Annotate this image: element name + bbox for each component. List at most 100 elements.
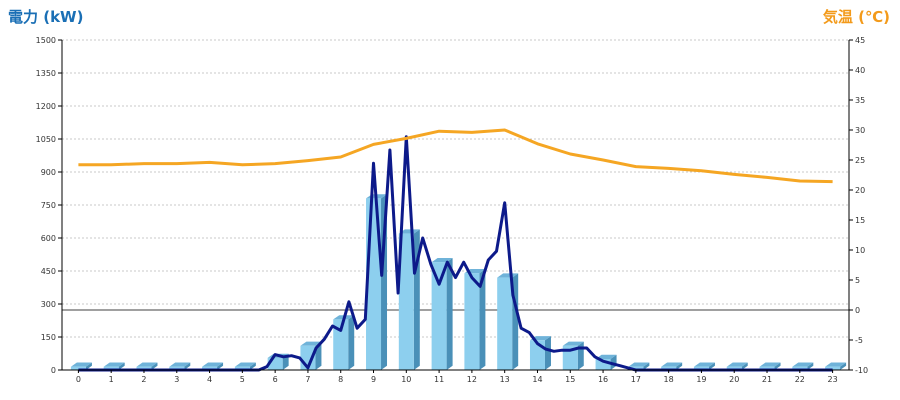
right-tick-label: 20 bbox=[855, 186, 865, 195]
x-tick-label: 5 bbox=[240, 375, 245, 384]
bar bbox=[595, 359, 611, 370]
left-tick-label: 300 bbox=[41, 300, 56, 309]
bar bbox=[398, 233, 414, 370]
bar-top bbox=[759, 362, 781, 367]
bar-top bbox=[202, 362, 224, 367]
bar-top bbox=[562, 341, 584, 346]
bar-top bbox=[234, 362, 256, 367]
bar-top bbox=[103, 362, 125, 367]
right-axis-title: 気温 (℃) bbox=[822, 8, 890, 26]
bar bbox=[202, 366, 218, 370]
bar bbox=[333, 319, 349, 370]
right-tick-label: 40 bbox=[855, 66, 865, 75]
bar bbox=[628, 366, 644, 370]
left-tick-label: 1050 bbox=[36, 135, 56, 144]
x-tick-label: 23 bbox=[828, 375, 838, 384]
bar-top bbox=[595, 354, 617, 359]
bar-side bbox=[544, 336, 551, 370]
bar-side bbox=[151, 362, 158, 370]
left-tick-label: 750 bbox=[41, 201, 56, 210]
bar-side bbox=[610, 354, 617, 370]
bar-side bbox=[85, 362, 92, 370]
bar bbox=[825, 366, 841, 370]
bar-top bbox=[398, 229, 420, 234]
bar-top bbox=[825, 362, 847, 367]
bar-top bbox=[70, 362, 92, 367]
bar-top bbox=[661, 362, 683, 367]
right-tick-label: 35 bbox=[855, 96, 865, 105]
left-tick-label: 1350 bbox=[36, 69, 56, 78]
x-tick-label: 16 bbox=[598, 375, 608, 384]
bar-side bbox=[217, 362, 224, 370]
x-tick-label: 19 bbox=[696, 375, 706, 384]
right-tick-label: 0 bbox=[855, 306, 860, 315]
x-tick-label: 17 bbox=[631, 375, 641, 384]
bar bbox=[464, 273, 480, 370]
bar-side bbox=[118, 362, 125, 370]
power-line bbox=[78, 135, 833, 372]
bar-side bbox=[577, 341, 584, 370]
grid-layer bbox=[62, 39, 849, 338]
bar-top bbox=[792, 362, 814, 367]
x-tick-label: 18 bbox=[664, 375, 674, 384]
bar-side bbox=[643, 362, 650, 370]
bar-side bbox=[479, 269, 486, 370]
bar bbox=[562, 345, 578, 370]
temperature-line bbox=[78, 128, 833, 184]
left-tick-label: 0 bbox=[51, 366, 56, 375]
bar-top bbox=[136, 362, 158, 367]
bar bbox=[792, 366, 808, 370]
bar-side bbox=[708, 362, 715, 370]
bar-top bbox=[628, 362, 650, 367]
x-tick-label: 4 bbox=[207, 375, 212, 384]
right-tick-label: 10 bbox=[855, 246, 865, 255]
right-tick-label: -5 bbox=[855, 336, 863, 345]
x-tick-label: 10 bbox=[401, 375, 411, 384]
right-tick-label: 45 bbox=[855, 36, 865, 45]
x-tick-label: 1 bbox=[109, 375, 114, 384]
left-tick-label: 1200 bbox=[36, 102, 56, 111]
x-tick-label: 8 bbox=[338, 375, 343, 384]
left-tick-label: 900 bbox=[41, 168, 56, 177]
right-tick-label: 5 bbox=[855, 276, 860, 285]
bar bbox=[103, 366, 119, 370]
left-axis-title: 電力 (kW) bbox=[8, 8, 84, 26]
x-tick-label: 0 bbox=[76, 375, 81, 384]
bar-top bbox=[497, 273, 519, 278]
bar-side bbox=[249, 362, 256, 370]
right-tick-label: 25 bbox=[855, 156, 865, 165]
x-tick-label: 12 bbox=[467, 375, 477, 384]
x-tick-label: 6 bbox=[273, 375, 278, 384]
bar-top bbox=[169, 362, 191, 367]
x-tick-label: 14 bbox=[532, 375, 542, 384]
left-tick-label: 150 bbox=[41, 333, 56, 342]
bar bbox=[169, 366, 185, 370]
x-tick-label: 11 bbox=[434, 375, 444, 384]
bar-side bbox=[676, 362, 683, 370]
x-tick-label: 3 bbox=[174, 375, 179, 384]
x-tick-label: 7 bbox=[305, 375, 310, 384]
x-tick-label: 15 bbox=[565, 375, 575, 384]
bar-side bbox=[348, 315, 355, 370]
x-tick-label: 13 bbox=[500, 375, 510, 384]
x-tick-label: 2 bbox=[141, 375, 146, 384]
bar-side bbox=[840, 362, 847, 370]
bar bbox=[759, 366, 775, 370]
bar-side bbox=[741, 362, 748, 370]
line-layer bbox=[78, 128, 833, 372]
x-tick-label: 21 bbox=[762, 375, 772, 384]
right-tick-label: 30 bbox=[855, 126, 865, 135]
x-tick-label: 9 bbox=[371, 375, 376, 384]
axis-layer: 01503004506007509001050120013501500-10-5… bbox=[36, 36, 868, 384]
bar bbox=[661, 366, 677, 370]
bar bbox=[234, 366, 250, 370]
x-tick-label: 20 bbox=[729, 375, 739, 384]
right-tick-label: 15 bbox=[855, 216, 865, 225]
bar-top bbox=[300, 341, 322, 346]
left-tick-label: 600 bbox=[41, 234, 56, 243]
left-tick-label: 450 bbox=[41, 267, 56, 276]
bar bbox=[431, 262, 447, 370]
bar-top bbox=[726, 362, 748, 367]
bar bbox=[693, 366, 709, 370]
